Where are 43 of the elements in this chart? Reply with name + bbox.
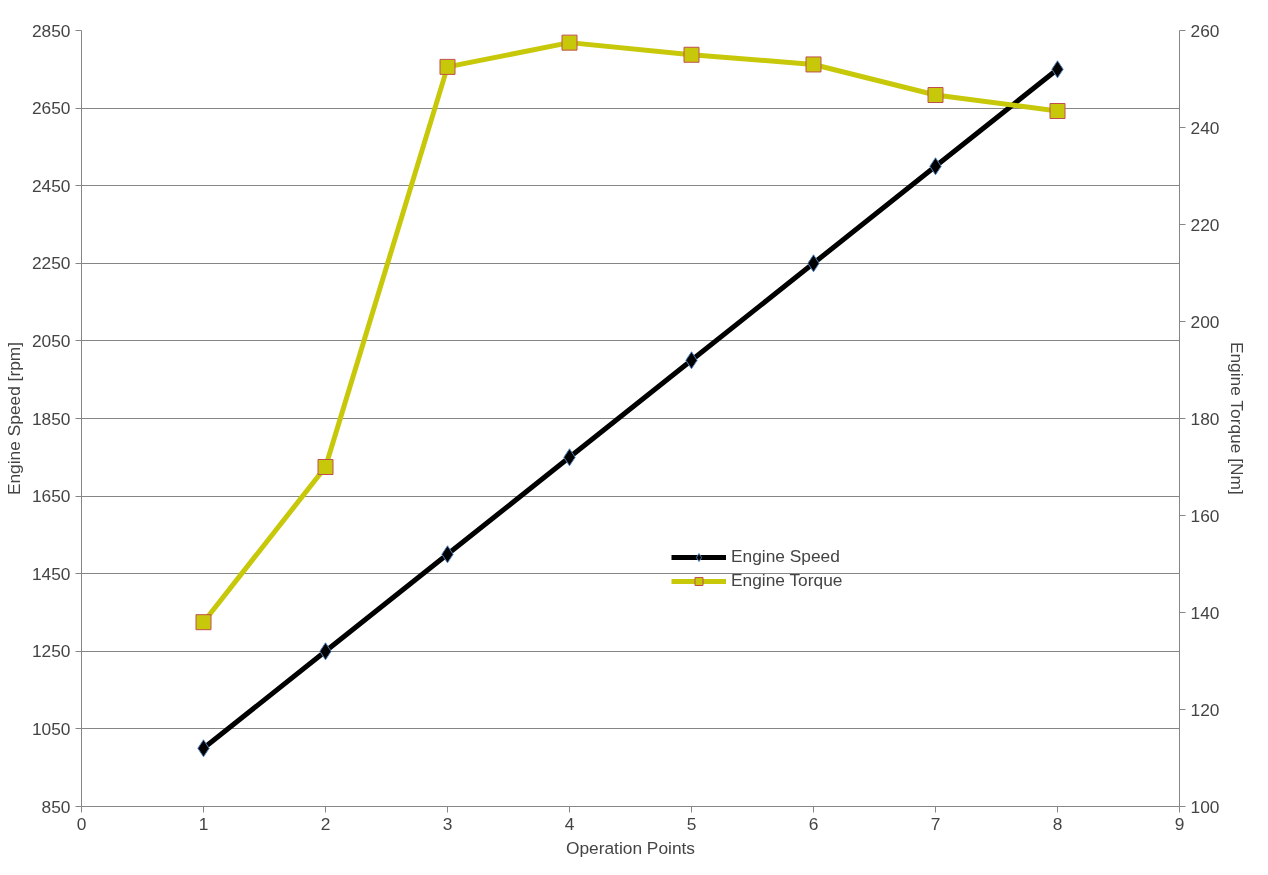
y2-tick-label: 160 (1190, 505, 1220, 526)
x-tick-label: 3 (442, 813, 453, 834)
x-tick-label: 2 (320, 813, 331, 834)
y2-tick-label: 140 (1190, 602, 1220, 623)
x-tick-label: 8 (1052, 813, 1063, 834)
legend-label: Engine Speed (731, 546, 840, 567)
y2-tick-label: 220 (1190, 214, 1220, 235)
x-tick-label: 6 (808, 813, 819, 834)
point (683, 46, 700, 63)
y-tick-label: 2650 (31, 98, 71, 119)
point (561, 34, 578, 51)
y-tick-label: 2450 (31, 175, 71, 196)
x-tick-label: 7 (930, 813, 941, 834)
y2-axis-title: Engine Torque [Nm] (1227, 341, 1248, 495)
y2-tick-label: 180 (1190, 408, 1220, 429)
y-tick-label: 2050 (31, 330, 71, 351)
y-tick-label: 1650 (31, 486, 71, 507)
x-tick-label: 5 (686, 813, 697, 834)
point (805, 56, 822, 73)
y-tick-label: 1250 (31, 641, 71, 662)
y-tick-label: 1850 (31, 408, 71, 429)
y-tick-label: 1450 (31, 563, 71, 584)
y2-tick-label: 240 (1190, 117, 1220, 138)
y2-tick-label: 200 (1190, 311, 1220, 332)
y2-tick-label: 260 (1190, 20, 1220, 41)
y-tick-label: 850 (41, 796, 71, 817)
legend-label: Engine Torque (731, 570, 843, 591)
point (317, 459, 334, 475)
point (439, 58, 456, 75)
x-tick-label: 9 (1174, 813, 1185, 834)
y-tick-label: 1050 (31, 718, 71, 739)
point (927, 87, 944, 103)
y-axis-title: Engine Speed [rpm] (3, 341, 24, 496)
x-axis-title: Operation Points (565, 837, 696, 858)
y-tick-label: 2250 (31, 253, 71, 274)
y-tick-label: 2850 (31, 20, 71, 41)
x-tick-label: 1 (198, 813, 209, 834)
y2-tick-label: 100 (1190, 796, 1220, 817)
y2-tick-label: 120 (1190, 699, 1220, 720)
point (1049, 103, 1066, 120)
point (195, 614, 212, 631)
x-tick-label: 0 (76, 813, 87, 834)
x-tick-label: 4 (564, 813, 575, 834)
